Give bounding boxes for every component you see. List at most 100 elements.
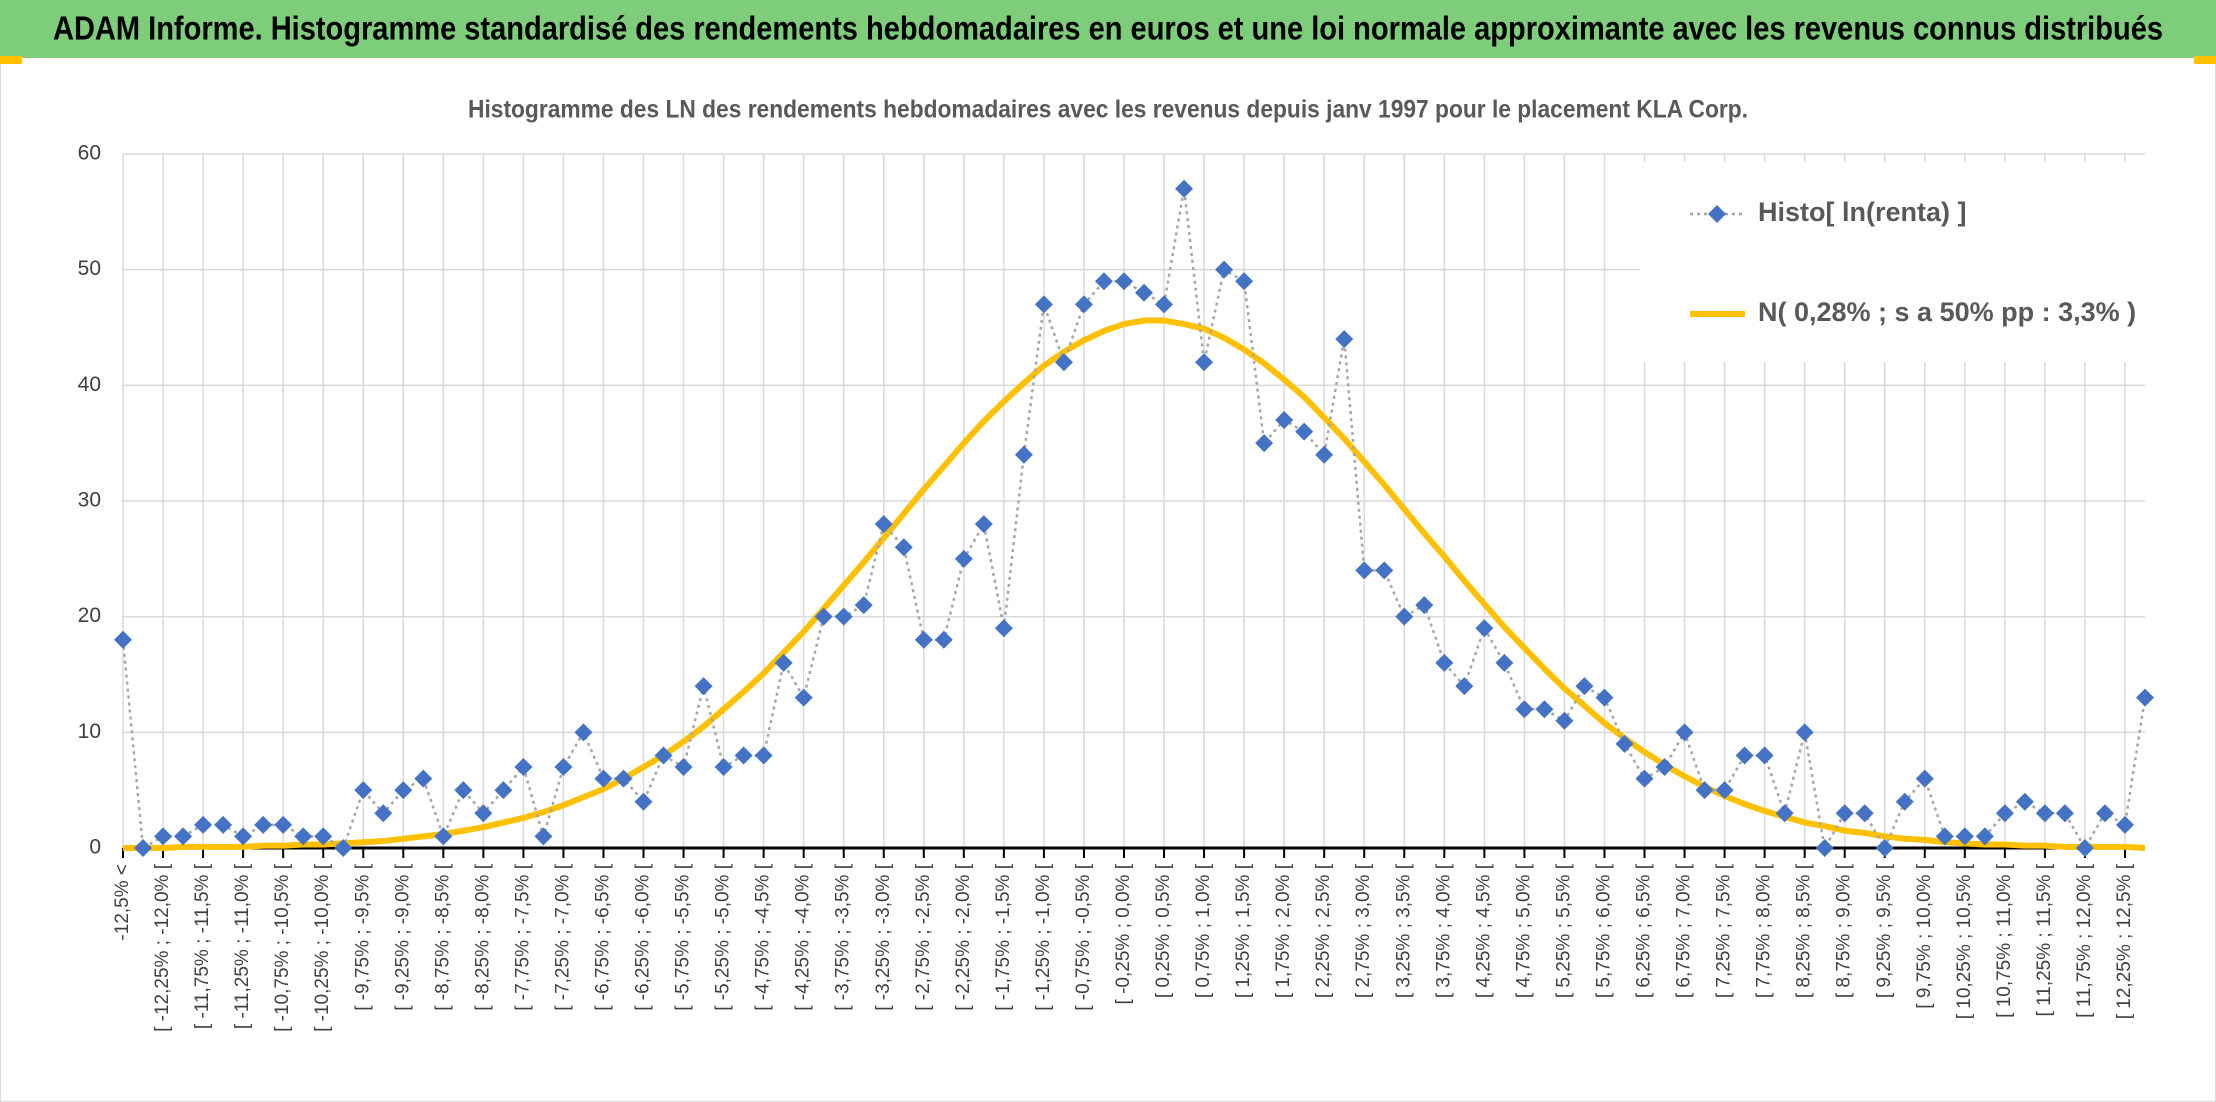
data-point [1135,283,1154,302]
y-tick-label: 30 [78,489,101,512]
data-point [134,839,153,857]
data-point [1215,260,1234,279]
x-tick-label: [ -5,25% ; -5,0% [ [713,863,734,1011]
data-point [2095,804,2114,823]
data-point [654,746,673,765]
data-point [754,746,773,765]
data-point [1275,411,1294,430]
data-point [614,769,633,788]
data-point [1935,827,1954,846]
data-point [1615,734,1634,753]
data-point [1775,804,1794,823]
data-point [1235,272,1254,291]
data-point [294,827,313,846]
data-point [1655,758,1674,777]
x-tick-label: [ 6,25% ; 6,5% [ [1634,863,1655,998]
data-point [1635,769,1654,788]
data-point [454,781,473,800]
data-point [1155,295,1174,314]
data-point [1315,445,1334,464]
data-point [1695,781,1714,800]
data-point [2055,804,2074,823]
data-point [214,815,233,834]
legend-label: Histo[ ln(renta) ] [1758,197,1967,227]
data-point [1475,619,1494,638]
data-point [1495,653,1514,672]
x-tick-label: [ -8,75% ; -8,5% [ [432,863,453,1011]
x-tick-label: [ -2,25% ; -2,0% [ [953,863,974,1011]
data-point [1195,353,1214,372]
data-point [1355,561,1374,580]
x-tick-label: [ 11,75% ; 12,0% [ [2074,863,2095,1018]
x-tick-label: [ -10,75% ; -10,5% [ [272,863,293,1032]
data-point [1815,839,1834,857]
data-point [894,538,913,557]
data-point [314,827,333,846]
data-point [414,769,433,788]
data-point [514,758,533,777]
data-point [1875,839,1894,857]
data-point [1855,804,1874,823]
data-point [194,815,213,834]
data-point [254,815,273,834]
data-point [1515,700,1534,719]
x-tick-label: [ -0,25% ; 0,0% [ [1113,863,1134,1004]
x-tick-label: [ 5,75% ; 6,0% [ [1593,863,1614,998]
data-point [1435,653,1454,672]
y-tick-label: 0 [89,836,101,859]
data-point [714,758,733,777]
data-point [1455,677,1474,696]
data-point [1975,827,1994,846]
x-tick-label: [ 4,75% ; 5,0% [ [1513,863,1534,998]
x-tick-label: [ 7,75% ; 8,0% [ [1754,863,1775,998]
data-point [1014,445,1033,464]
x-tick-label: [ 10,25% ; 10,5% [ [1954,863,1975,1019]
x-tick-label: [ 6,75% ; 7,0% [ [1674,863,1695,998]
x-tick-label: [ -9,25% ; -9,0% [ [392,863,413,1011]
data-point [374,804,393,823]
data-point [794,688,813,707]
data-point [834,607,853,626]
data-point [1735,746,1754,765]
legend-box [1640,162,2145,362]
banner-edge [2194,56,2216,64]
data-point [1114,272,1133,291]
x-tick-label: [ 3,25% ; 3,5% [ [1393,863,1414,998]
data-point [114,630,132,649]
banner-edge [0,56,22,64]
data-point [1595,688,1614,707]
x-tick-label: [ 1,75% ; 2,0% [ [1273,863,1294,998]
x-tick-label: -12,5% < [112,864,133,941]
x-tick-label: [ 2,25% ; 2,5% [ [1313,863,1334,998]
x-tick-label: [ 11,25% ; 11,5% [ [2034,863,2055,1016]
x-tick-label: [ -0,75% ; -0,5% [ [1073,863,1094,1011]
chart-subtitle: Histogramme des LN des rendements hebdom… [468,96,1748,124]
series-line [121,187,2147,850]
data-point [494,781,513,800]
data-point [174,827,193,846]
x-tick-label: [ 8,75% ; 9,0% [ [1834,863,1855,998]
data-point [1074,295,1093,314]
data-point [1415,596,1434,615]
x-tick-label: [ 2,75% ; 3,0% [ [1353,863,1374,998]
data-point [1175,179,1194,198]
x-tick-label: [ -1,25% ; -1,0% [ [1033,863,1054,1011]
data-point [1715,781,1734,800]
data-point [354,781,373,800]
data-point [854,596,873,615]
x-tick-label: [ -12,25% ; -12,0% [ [152,863,173,1032]
data-point [1054,353,1073,372]
x-tick-label: [ -4,75% ; -4,5% [ [753,863,774,1011]
data-point [1375,561,1394,580]
data-point [1795,723,1814,742]
x-tick-label: [ -2,75% ; -2,5% [ [913,863,934,1011]
legend-marker [1708,205,1726,223]
legend-label: N( 0,28% ; s a 50% pp : 3,3% ) [1758,297,2136,327]
data-point [474,804,493,823]
data-point [914,630,933,649]
data-point [1675,723,1694,742]
data-point [1895,792,1914,811]
x-tick-label: [ 9,75% ; 10,0% [ [1914,863,1935,1008]
data-point [954,549,973,568]
